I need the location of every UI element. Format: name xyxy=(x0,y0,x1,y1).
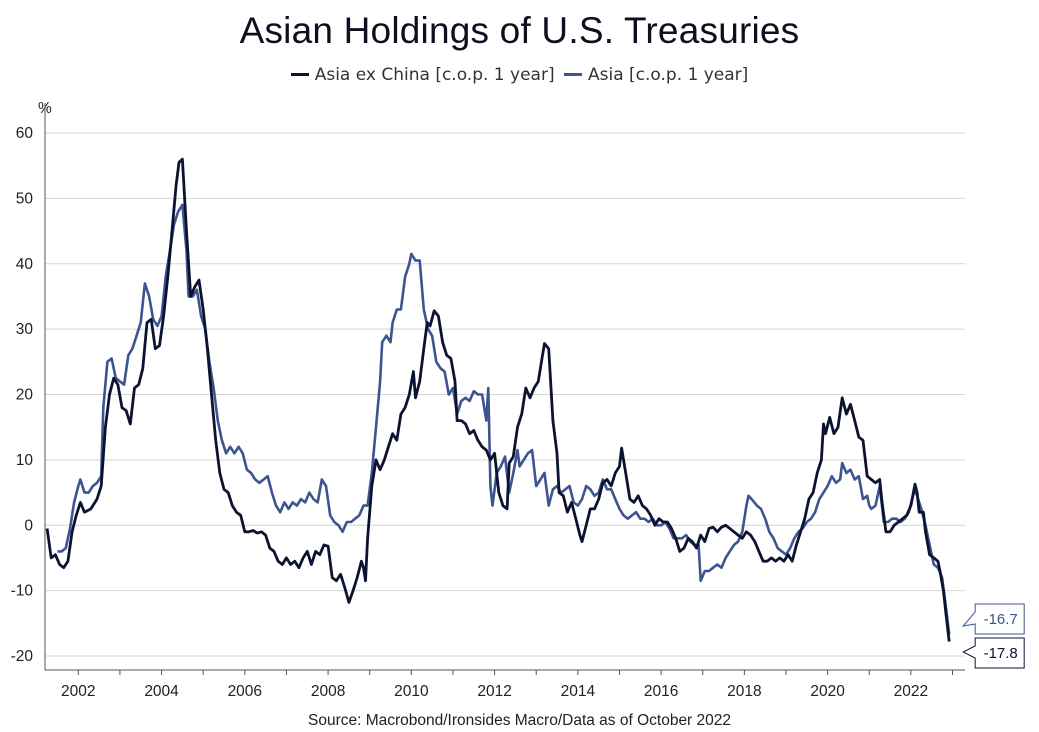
legend-label-asia-ex-china: Asia ex China [c.o.p. 1 year] xyxy=(314,64,555,85)
legend-swatch-asia xyxy=(564,73,582,76)
chart-legend: Asia ex China [c.o.p. 1 year] Asia [c.o.… xyxy=(0,61,1039,85)
x-tick-label: 2016 xyxy=(644,683,678,700)
x-tick-label: 2014 xyxy=(561,683,596,700)
x-tick-label: 2020 xyxy=(810,683,845,700)
x-tick-label: 2022 xyxy=(894,683,928,700)
y-tick-label: 30 xyxy=(16,321,34,338)
y-tick-label: -20 xyxy=(11,648,34,665)
end-label-asia-box xyxy=(961,603,1025,635)
y-tick-label: 10 xyxy=(16,452,34,469)
end-label-asia-ex-china-box xyxy=(962,637,1025,669)
y-tick-label: 60 xyxy=(16,125,34,142)
x-tick-label: 2018 xyxy=(727,683,761,700)
series-line-asia-ex-china xyxy=(45,157,951,642)
x-tick-label: 2010 xyxy=(394,683,429,700)
chart-title: Asian Holdings of U.S. Treasuries xyxy=(239,10,800,51)
x-tick-label: 2002 xyxy=(61,683,95,700)
x-tick-label: 2012 xyxy=(477,683,511,700)
x-tick-label: 2004 xyxy=(144,683,179,700)
y-tick-label: 20 xyxy=(16,387,34,404)
y-tick-label: -10 xyxy=(11,583,34,600)
series-lines xyxy=(45,157,951,642)
legend-item-asia-ex-china: Asia ex China [c.o.p. 1 year] xyxy=(290,64,555,85)
x-tick-label: 2008 xyxy=(311,683,345,700)
x-tick-label: 2006 xyxy=(228,683,262,700)
source-note: Source: Macrobond/Ironsides Macro/Data a… xyxy=(307,712,732,729)
series-line-asia xyxy=(57,203,951,635)
end-label-asia-ex-china-text: -17.8 xyxy=(984,645,1018,662)
legend-item-asia: Asia [c.o.p. 1 year] xyxy=(564,65,748,85)
legend-swatch-asia-ex-china xyxy=(290,73,309,76)
y-tick-label: 40 xyxy=(16,256,34,273)
legend-label-asia: Asia [c.o.p. 1 year] xyxy=(588,64,749,85)
y-tick-label: 50 xyxy=(16,190,34,207)
end-label-asia-text: -16.7 xyxy=(984,611,1018,628)
y-tick-label: 0 xyxy=(24,517,33,534)
end-labels: -16.7 -17.8 xyxy=(961,603,1025,669)
